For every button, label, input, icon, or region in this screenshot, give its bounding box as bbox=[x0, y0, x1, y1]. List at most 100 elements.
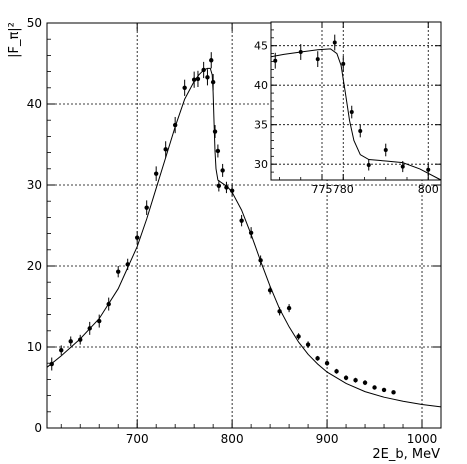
data-point bbox=[172, 116, 178, 134]
data-point bbox=[106, 297, 111, 311]
inset-fit-curve bbox=[270, 48, 442, 181]
data-point bbox=[224, 181, 229, 194]
data-marker bbox=[277, 309, 282, 314]
data-marker bbox=[97, 318, 102, 324]
data-point bbox=[134, 231, 140, 245]
data-point bbox=[298, 44, 303, 60]
data-point bbox=[349, 105, 354, 119]
data-marker bbox=[205, 75, 210, 80]
data-point bbox=[381, 387, 387, 393]
data-point bbox=[195, 70, 201, 87]
data-point bbox=[215, 144, 221, 158]
data-marker bbox=[172, 122, 178, 128]
data-point bbox=[391, 390, 396, 395]
data-marker bbox=[248, 230, 254, 235]
data-marker bbox=[87, 326, 92, 331]
main-data-points bbox=[49, 52, 396, 395]
data-marker bbox=[315, 57, 320, 62]
main-grid bbox=[47, 23, 441, 428]
data-point bbox=[383, 143, 388, 157]
main-plot: 700 800 900 1000 0 10 20 30 40 50 2E_b, MeV |F_π… bbox=[7, 16, 442, 462]
y-tick-label: 0 bbox=[34, 421, 42, 435]
data-point bbox=[210, 74, 216, 91]
data-point bbox=[315, 355, 320, 361]
x-tick-label: 775 bbox=[312, 183, 333, 196]
data-marker bbox=[381, 387, 387, 393]
data-point bbox=[343, 375, 349, 381]
y-tick-label: 45 bbox=[254, 40, 268, 53]
data-point bbox=[267, 286, 273, 295]
data-point bbox=[49, 357, 54, 371]
data-marker bbox=[332, 40, 337, 45]
x-axis-label: 2E_b, MeV bbox=[372, 447, 440, 462]
data-marker bbox=[224, 185, 229, 190]
data-point bbox=[273, 52, 278, 69]
data-marker bbox=[341, 61, 346, 66]
x-tick-label: 800 bbox=[221, 432, 244, 446]
data-point bbox=[68, 336, 73, 347]
data-marker bbox=[209, 58, 214, 63]
data-point bbox=[286, 304, 292, 313]
data-marker bbox=[353, 378, 358, 383]
data-marker bbox=[163, 147, 168, 152]
data-point bbox=[372, 385, 377, 390]
data-marker bbox=[210, 79, 216, 85]
data-marker bbox=[229, 188, 235, 193]
x-tick-label: 900 bbox=[316, 432, 339, 446]
data-point bbox=[97, 314, 102, 328]
data-point bbox=[305, 341, 311, 348]
data-point bbox=[209, 52, 214, 69]
data-point bbox=[125, 258, 130, 271]
data-point bbox=[229, 185, 235, 197]
data-marker bbox=[258, 258, 263, 263]
data-marker bbox=[78, 337, 83, 342]
data-marker bbox=[212, 129, 218, 134]
inset-x-tick-labels: 775 780 800 bbox=[312, 183, 439, 196]
data-point bbox=[87, 321, 92, 335]
main-x-tick-labels: 700 800 900 1000 bbox=[126, 432, 438, 446]
data-point bbox=[59, 345, 64, 356]
data-marker bbox=[383, 147, 388, 152]
data-marker bbox=[267, 288, 273, 293]
data-marker bbox=[426, 167, 431, 172]
data-marker bbox=[116, 269, 121, 274]
y-axis-label: |F_π|² bbox=[7, 22, 22, 58]
data-marker bbox=[191, 77, 197, 82]
data-point bbox=[277, 307, 282, 316]
data-marker bbox=[153, 171, 159, 176]
data-marker bbox=[182, 85, 187, 91]
data-point bbox=[205, 69, 210, 86]
inset-ticks bbox=[271, 21, 441, 181]
x-tick-label: 700 bbox=[126, 432, 149, 446]
data-point bbox=[191, 71, 197, 88]
data-marker bbox=[343, 375, 349, 380]
data-point bbox=[353, 377, 358, 383]
data-marker bbox=[239, 218, 244, 223]
main-y-tick-labels: 0 10 20 30 40 50 bbox=[27, 16, 42, 435]
data-marker bbox=[366, 162, 371, 167]
data-marker bbox=[349, 110, 354, 115]
data-marker bbox=[391, 390, 396, 395]
main-fit-curve bbox=[46, 67, 442, 408]
x-tick-label: 800 bbox=[418, 183, 439, 196]
data-marker bbox=[68, 339, 73, 344]
data-point bbox=[324, 360, 330, 366]
data-marker bbox=[305, 342, 311, 347]
y-tick-label: 40 bbox=[27, 97, 42, 111]
data-point bbox=[144, 200, 149, 215]
data-point bbox=[400, 161, 405, 173]
data-point bbox=[258, 255, 263, 266]
data-marker bbox=[400, 164, 405, 169]
data-marker bbox=[296, 334, 301, 339]
data-point bbox=[332, 34, 337, 51]
data-point bbox=[248, 227, 254, 239]
data-point bbox=[362, 380, 368, 386]
data-marker bbox=[298, 50, 303, 55]
inset-plot: 775 780 800 30 35 40 45 bbox=[254, 21, 442, 196]
data-point bbox=[216, 180, 222, 192]
data-marker bbox=[372, 385, 377, 390]
data-marker bbox=[49, 361, 54, 367]
data-marker bbox=[215, 148, 221, 154]
data-marker bbox=[286, 305, 292, 311]
inset-grid bbox=[271, 22, 441, 180]
